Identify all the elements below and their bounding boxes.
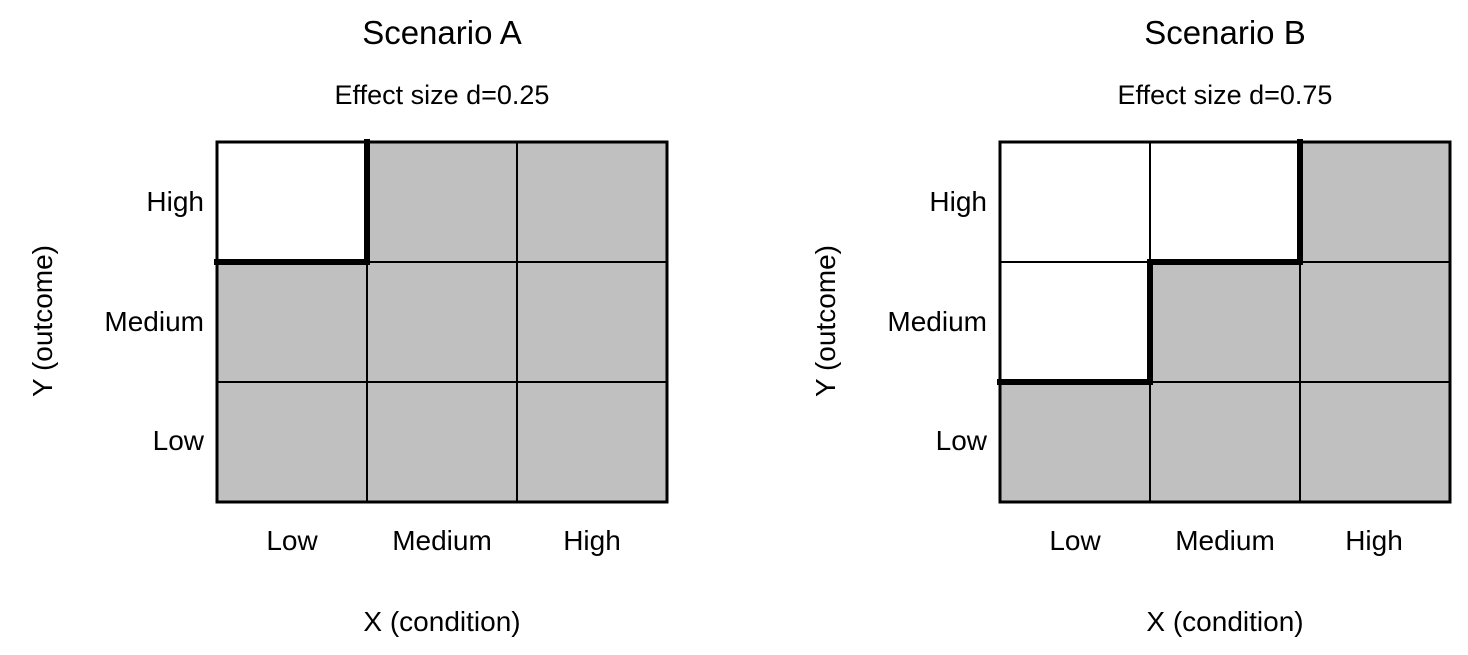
- y-tick-label: High: [146, 186, 204, 217]
- panel-subtitle: Effect size d=0.25: [335, 80, 550, 110]
- y-tick-label: Medium: [887, 306, 987, 337]
- y-tick-label: Medium: [104, 306, 204, 337]
- y-tick-label: Low: [153, 425, 205, 456]
- x-axis-label: X (condition): [1146, 606, 1303, 637]
- y-tick-labels: High Medium Low: [887, 186, 987, 456]
- empty-cell: [999, 261, 1151, 383]
- x-axis-label: X (condition): [363, 606, 520, 637]
- filled-cell: [366, 261, 518, 383]
- y-axis-label: Y (outcome): [810, 245, 841, 397]
- region-boundary: [997, 139, 1303, 385]
- x-tick-labels: Low Medium High: [266, 525, 620, 556]
- x-tick-label: Medium: [1175, 525, 1275, 556]
- filled-cell: [216, 261, 368, 383]
- filled-cell: [216, 381, 368, 503]
- empty-cell: [1149, 141, 1301, 263]
- y-tick-labels: High Medium Low: [104, 186, 204, 456]
- filled-cell: [516, 261, 668, 383]
- empty-cell: [216, 141, 368, 263]
- empty-cell: [999, 141, 1151, 263]
- filled-cell: [366, 381, 518, 503]
- y-axis-label: Y (outcome): [27, 245, 58, 397]
- x-tick-label: High: [1345, 525, 1403, 556]
- scenario-a-panel: Scenario A Effect size d=0.25 High Mediu…: [27, 14, 669, 637]
- filled-cell: [999, 381, 1151, 503]
- x-tick-label: Low: [1049, 525, 1101, 556]
- panel-title: Scenario B: [1144, 14, 1305, 51]
- cell-grid: [997, 139, 1452, 504]
- filled-cell: [1299, 381, 1451, 503]
- y-tick-label: High: [929, 186, 987, 217]
- filled-cell: [516, 141, 668, 263]
- x-tick-labels: Low Medium High: [1049, 525, 1402, 556]
- filled-cell: [1149, 381, 1301, 503]
- x-tick-label: High: [563, 525, 621, 556]
- filled-cell: [1299, 261, 1451, 383]
- filled-cell: [1149, 261, 1301, 383]
- panel-subtitle: Effect size d=0.75: [1118, 80, 1333, 110]
- x-tick-label: Medium: [392, 525, 492, 556]
- x-tick-label: Low: [266, 525, 318, 556]
- grid-frame: [998, 140, 1452, 504]
- filled-cell: [1299, 141, 1451, 263]
- filled-cell: [366, 141, 518, 263]
- region-boundary: [214, 139, 370, 265]
- y-tick-label: Low: [936, 425, 988, 456]
- cell-grid: [214, 139, 669, 504]
- filled-cell: [516, 381, 668, 503]
- scenario-b-panel: Scenario B Effect size d=0.75 High Mediu…: [810, 14, 1452, 637]
- panel-title: Scenario A: [362, 14, 522, 51]
- grid-frame: [215, 140, 669, 504]
